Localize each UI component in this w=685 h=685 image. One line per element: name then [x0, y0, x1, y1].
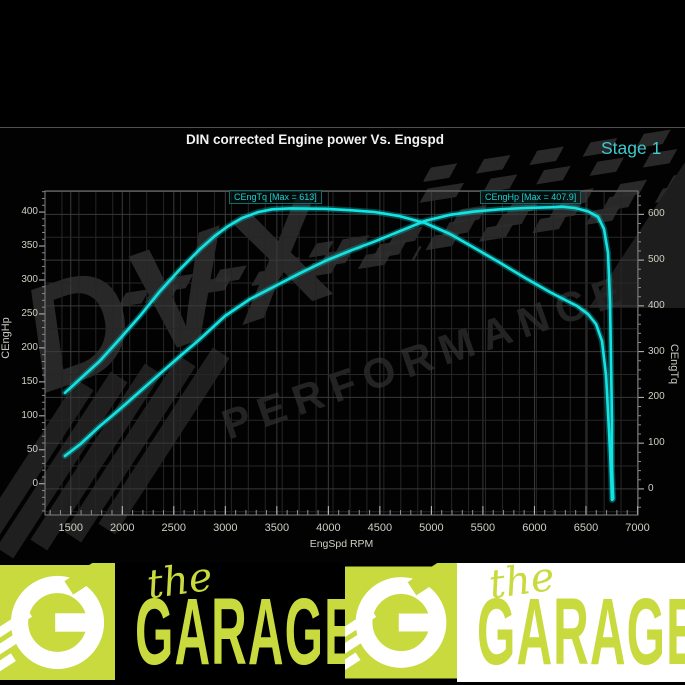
x-tick-label: 6500	[573, 522, 599, 534]
right-tick-label: 0	[648, 482, 654, 494]
x-tick-label: 7000	[625, 522, 650, 534]
x-axis-title: EngSpd RPM	[309, 538, 374, 550]
garage-wordmark-dark: the GARAGE	[115, 563, 345, 682]
left-tick-label: 100	[21, 409, 38, 421]
CEngHp-curve	[63, 205, 615, 501]
garage-g-icon	[0, 548, 124, 680]
dyno-chart: DVX PERFORMANCE DIN corrected Engine pow…	[0, 126, 685, 567]
right-axis-title: CEngTq	[668, 343, 680, 385]
garage-g-icon	[329, 550, 466, 679]
wordmark-garage: GARAGE	[477, 579, 685, 682]
right-tick-label: 100	[648, 437, 665, 449]
x-tick-label: 4000	[316, 522, 341, 534]
x-tick-label: 3000	[213, 522, 238, 534]
torque-max-annotation: CEngTq [Max = 613]	[229, 190, 322, 204]
x-tick-label: 2000	[110, 522, 135, 534]
x-tick-label: 6000	[522, 522, 547, 534]
x-tick-label: 2500	[161, 522, 187, 534]
x-tick-label: 1500	[58, 522, 83, 534]
power-max-annotation: CEngHp [Max = 407.9]	[480, 190, 582, 204]
left-tick-label: 250	[21, 307, 38, 319]
right-tick-label: 300	[648, 345, 665, 357]
x-tick-label: 3500	[264, 522, 290, 534]
left-tick-label: 350	[21, 240, 38, 252]
left-tick-label: 150	[21, 375, 38, 387]
wordmark-garage: GARAGE	[135, 579, 345, 682]
garage-wordmark-light: the GARAGE	[457, 563, 685, 682]
x-tick-label: 5500	[470, 522, 496, 534]
right-tick-label: 400	[648, 299, 665, 311]
left-tick-label: 0	[32, 477, 38, 489]
left-tick-label: 200	[21, 341, 38, 353]
garage-logo	[0, 548, 124, 682]
garage-logo	[329, 550, 466, 682]
stage-badge: Stage 1	[601, 138, 662, 158]
footer-brand-band: the GARAGE the GARAGE	[0, 548, 685, 682]
grid	[45, 191, 638, 515]
curves	[62, 203, 617, 503]
left-axis-title: CEngHp	[0, 317, 12, 359]
right-tick-label: 200	[648, 391, 665, 403]
left-tick-label: 400	[21, 206, 38, 218]
left-tick-label: 50	[26, 443, 38, 455]
x-tick-label: 5000	[419, 522, 444, 534]
right-tick-label: 600	[648, 208, 665, 220]
plot-canvas	[39, 190, 644, 516]
left-tick-label: 300	[21, 273, 38, 285]
x-tick-label: 4500	[367, 522, 393, 534]
chart-title: DIN corrected Engine power Vs. Engspd	[185, 132, 445, 147]
right-tick-label: 500	[648, 254, 665, 266]
